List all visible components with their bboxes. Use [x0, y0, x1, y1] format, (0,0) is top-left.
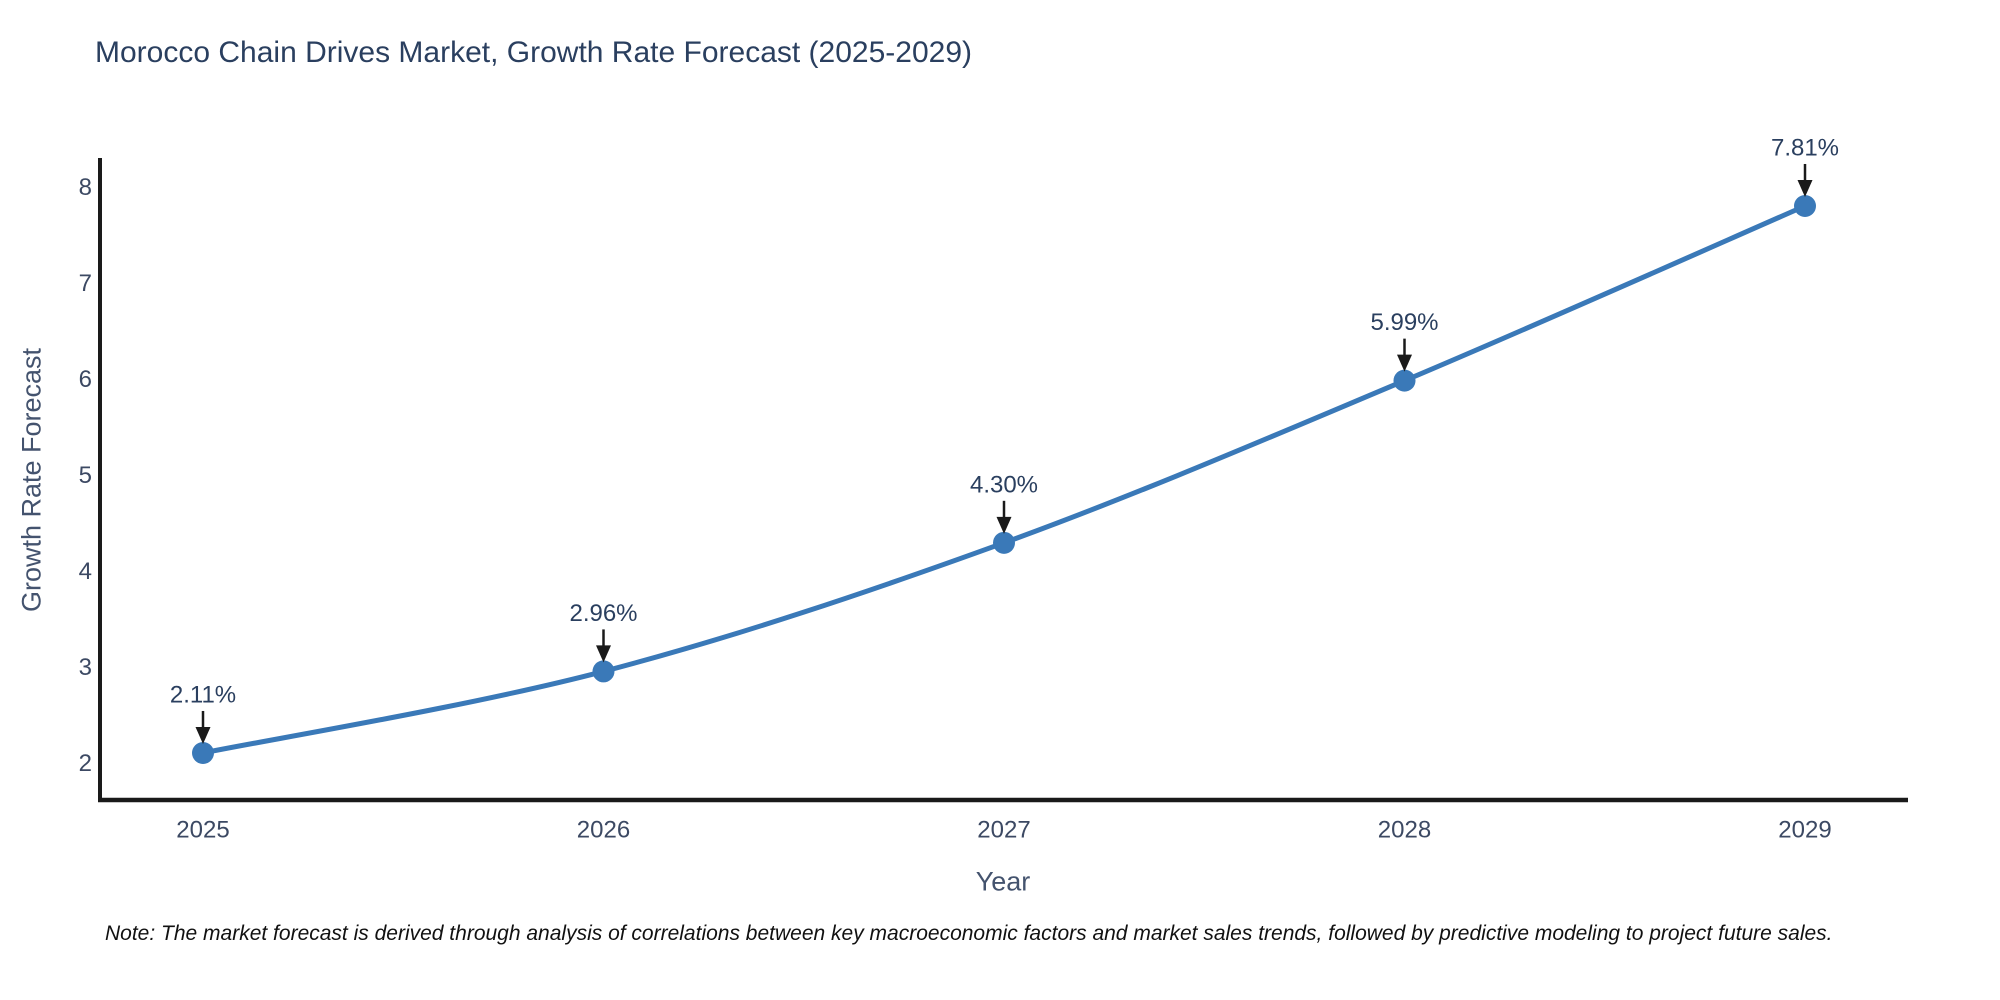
- annotation-arrowhead-icon: [596, 645, 611, 663]
- point-value-label: 5.99%: [1370, 309, 1438, 336]
- y-tick-label: 6: [79, 366, 92, 393]
- data-point-marker: [592, 660, 615, 683]
- chart-title: Morocco Chain Drives Market, Growth Rate…: [95, 36, 973, 69]
- point-value-label: 7.81%: [1771, 134, 1839, 161]
- point-value-label: 4.30%: [970, 471, 1038, 498]
- data-point-marker: [1393, 369, 1416, 392]
- annotation-arrowhead-icon: [996, 516, 1012, 534]
- x-axis-title: Year: [975, 866, 1031, 897]
- annotation-arrowhead-icon: [195, 726, 211, 744]
- y-tick-label: 5: [79, 462, 92, 489]
- annotation-arrowhead-icon: [1797, 179, 1813, 197]
- x-tick-label: 2029: [1778, 817, 1831, 844]
- point-value-label: 2.96%: [569, 600, 637, 627]
- data-point-marker: [993, 531, 1015, 554]
- data-point-marker: [192, 741, 214, 764]
- point-value-label: 2.11%: [170, 681, 236, 708]
- x-tick-label: 2027: [977, 817, 1030, 844]
- x-tick-label: 2028: [1378, 817, 1431, 844]
- data-point-marker: [1794, 194, 1816, 217]
- y-tick-label: 3: [79, 654, 92, 681]
- y-tick-label: 4: [79, 558, 92, 585]
- x-tick-label: 2025: [176, 817, 229, 844]
- chart-footnote: Note: The market forecast is derived thr…: [105, 922, 1833, 945]
- y-tick-label: 8: [79, 174, 92, 201]
- y-tick-label: 7: [79, 270, 92, 297]
- annotation-arrowhead-icon: [1397, 354, 1412, 372]
- x-tick-label: 2026: [577, 817, 630, 844]
- y-tick-label: 2: [79, 750, 92, 777]
